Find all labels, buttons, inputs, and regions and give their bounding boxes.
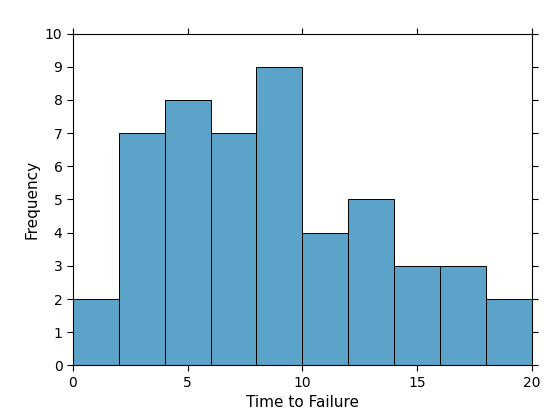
Bar — [302, 233, 348, 365]
Bar — [256, 67, 302, 365]
Bar — [486, 299, 532, 365]
Bar — [119, 133, 165, 365]
Bar — [73, 299, 119, 365]
Bar — [165, 100, 211, 365]
X-axis label: Time to Failure: Time to Failure — [246, 395, 359, 410]
Y-axis label: Frequency: Frequency — [24, 160, 39, 239]
Bar — [348, 200, 394, 365]
Bar — [394, 266, 440, 365]
Bar — [211, 133, 256, 365]
Bar — [440, 266, 486, 365]
